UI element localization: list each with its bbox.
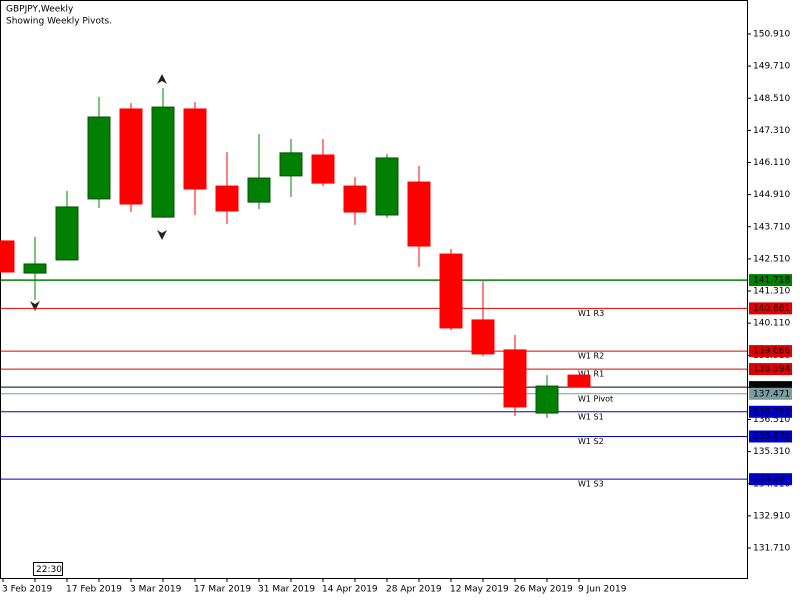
price-box: [749, 363, 792, 376]
level-name: W1 Pivot: [578, 394, 613, 403]
candle-body: [343, 185, 367, 213]
level-name: W1 R1: [578, 370, 604, 379]
price-box: [749, 473, 792, 486]
price-label: 138.394: [753, 365, 790, 375]
candle-body: [503, 349, 527, 408]
level-name: W1 R3: [578, 309, 604, 318]
x-tick-label: 3 Mar 2019: [130, 585, 182, 595]
price-label: 137.720: [753, 383, 790, 393]
price-label: 139.066: [753, 347, 790, 357]
plot-frame: [0, 0, 748, 579]
candle-body: [23, 263, 47, 274]
candle-body: [0, 240, 15, 273]
candle-body: [55, 206, 79, 261]
y-tick-label: 148.510: [753, 94, 790, 104]
level-name: W1 S1: [578, 412, 604, 421]
x-tick-label: 14 Apr 2019: [322, 585, 378, 595]
candle-body: [183, 108, 207, 190]
y-tick-label: 142.510: [753, 254, 790, 264]
price-box: [749, 430, 792, 443]
y-tick-label: 136.510: [753, 415, 790, 425]
x-tick-label: 9 Jun 2019: [578, 585, 627, 595]
y-tick-label: 150.910: [753, 30, 790, 40]
price-label: 140.661: [753, 304, 790, 314]
price-box: [749, 405, 792, 418]
level-name: W1 S2: [578, 437, 604, 446]
candle-body: [279, 152, 303, 177]
candle-body: [247, 177, 271, 203]
x-tick-label: 17 Feb 2019: [66, 585, 122, 595]
fractal-down-arrow: [157, 230, 167, 240]
y-tick-label: 143.710: [753, 222, 790, 232]
candle-body: [471, 319, 495, 355]
time-label: 22:30: [36, 565, 62, 575]
x-tick-label: 31 Mar 2019: [258, 585, 315, 595]
chart-title: GBPJPY,Weekly: [6, 5, 74, 15]
y-tick-label: 141.310: [753, 287, 790, 297]
price-label: 135.876: [753, 432, 790, 442]
price-label: 134.281: [753, 475, 790, 485]
candle-body: [215, 185, 239, 212]
price-label: 141.718: [753, 276, 790, 286]
y-tick-label: 149.710: [753, 62, 790, 72]
level-name: W1 S3: [578, 480, 604, 489]
candle-body: [407, 181, 431, 247]
x-tick-label: 12 May 2019: [450, 585, 509, 595]
y-tick-label: 135.310: [753, 447, 790, 457]
candle-body: [375, 157, 399, 216]
y-tick-label: 147.310: [753, 126, 790, 136]
chart-subtitle: Showing Weekly Pivots.: [6, 17, 112, 27]
candle-body: [535, 385, 559, 414]
candle-body: [439, 253, 463, 329]
x-tick-label: 28 Apr 2019: [386, 585, 442, 595]
candle-body: [567, 374, 591, 388]
x-tick-label: 26 May 2019: [514, 585, 573, 595]
candle-body: [119, 108, 143, 205]
y-tick-label: 146.110: [753, 158, 790, 168]
price-label: 137.471: [753, 389, 790, 399]
price-box: [749, 345, 792, 358]
price-label: 136.799: [753, 407, 790, 417]
candle-body: [311, 154, 335, 184]
y-tick-label: 131.710: [753, 544, 790, 554]
level-name: W1 R2: [578, 352, 604, 361]
fractal-up-arrow: [157, 74, 167, 84]
candle-body: [151, 106, 175, 218]
candle-body: [87, 116, 111, 200]
y-tick-label: 132.910: [753, 511, 790, 521]
time-box: [33, 562, 63, 576]
y-tick-label: 144.910: [753, 190, 790, 200]
fractal-down-arrow: [30, 301, 40, 311]
price-box: [749, 274, 792, 287]
price-box: [749, 387, 792, 400]
y-tick-label: 140.110: [753, 319, 790, 329]
price-box: [749, 302, 792, 315]
x-tick-label: 3 Feb 2019: [2, 585, 53, 595]
x-tick-label: 17 Mar 2019: [194, 585, 251, 595]
